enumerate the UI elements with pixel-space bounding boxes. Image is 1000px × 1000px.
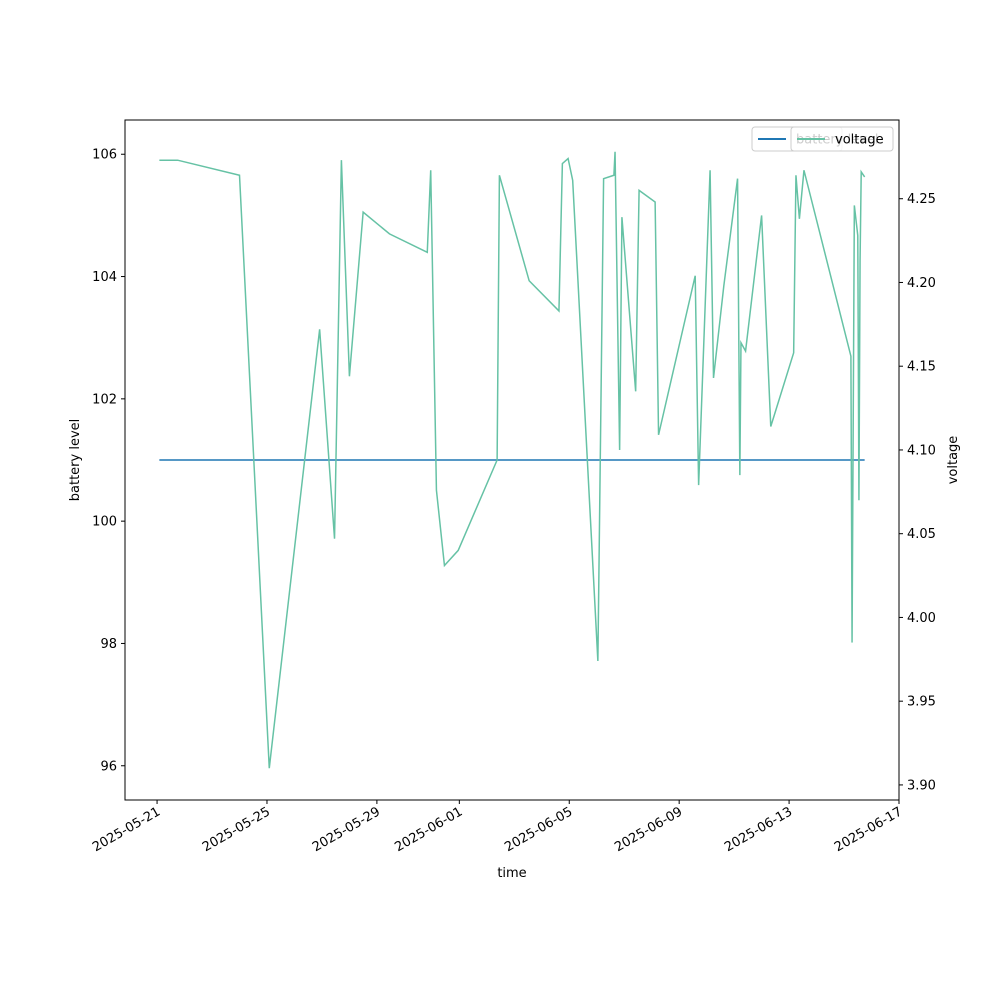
y-tick-label: 104	[92, 270, 117, 285]
y-tick-label: 102	[92, 392, 117, 407]
y2-axis-label: voltage	[946, 436, 961, 485]
y2-tick-label: 4.15	[907, 360, 936, 375]
legend-box	[790, 126, 894, 152]
x-tick-label: 2025-06-09	[612, 804, 685, 855]
y2-tick-label: 3.90	[907, 778, 936, 793]
x-tick-label: 2025-06-13	[722, 804, 795, 855]
y-tick-label: 106	[92, 148, 117, 163]
y2-tick-label: 4.25	[907, 192, 936, 207]
x-tick-label: 2025-06-17	[832, 804, 905, 855]
y-tick-label: 98	[100, 637, 117, 652]
plot-frame	[124, 119, 900, 801]
y2-tick-label: 4.10	[907, 443, 936, 458]
y2-tick-label: 4.05	[907, 527, 936, 542]
y-axis-label: battery level	[68, 419, 83, 502]
y2-tick-label: 3.95	[907, 695, 936, 710]
y2-tick-label: 4.20	[907, 276, 936, 291]
legend-label: voltage	[835, 133, 884, 148]
x-tick-label: 2025-05-21	[90, 804, 163, 855]
series-line	[159, 151, 866, 769]
y-tick-label: 96	[100, 759, 117, 774]
x-tick-label: 2025-06-05	[502, 804, 575, 855]
x-tick-label: 2025-05-25	[200, 804, 273, 855]
x-tick-label: 2025-06-01	[392, 804, 465, 855]
x-tick-label: 2025-05-29	[310, 804, 383, 855]
y2-tick-label: 4.00	[907, 611, 936, 626]
x-axis-label: time	[497, 866, 526, 881]
y-tick-label: 100	[92, 515, 117, 530]
